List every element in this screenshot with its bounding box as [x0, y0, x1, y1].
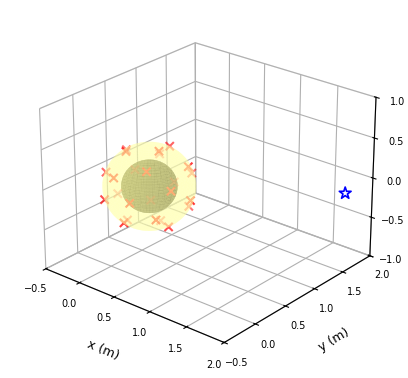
- X-axis label: x (m): x (m): [85, 338, 121, 362]
- Y-axis label: y (m): y (m): [317, 325, 352, 354]
